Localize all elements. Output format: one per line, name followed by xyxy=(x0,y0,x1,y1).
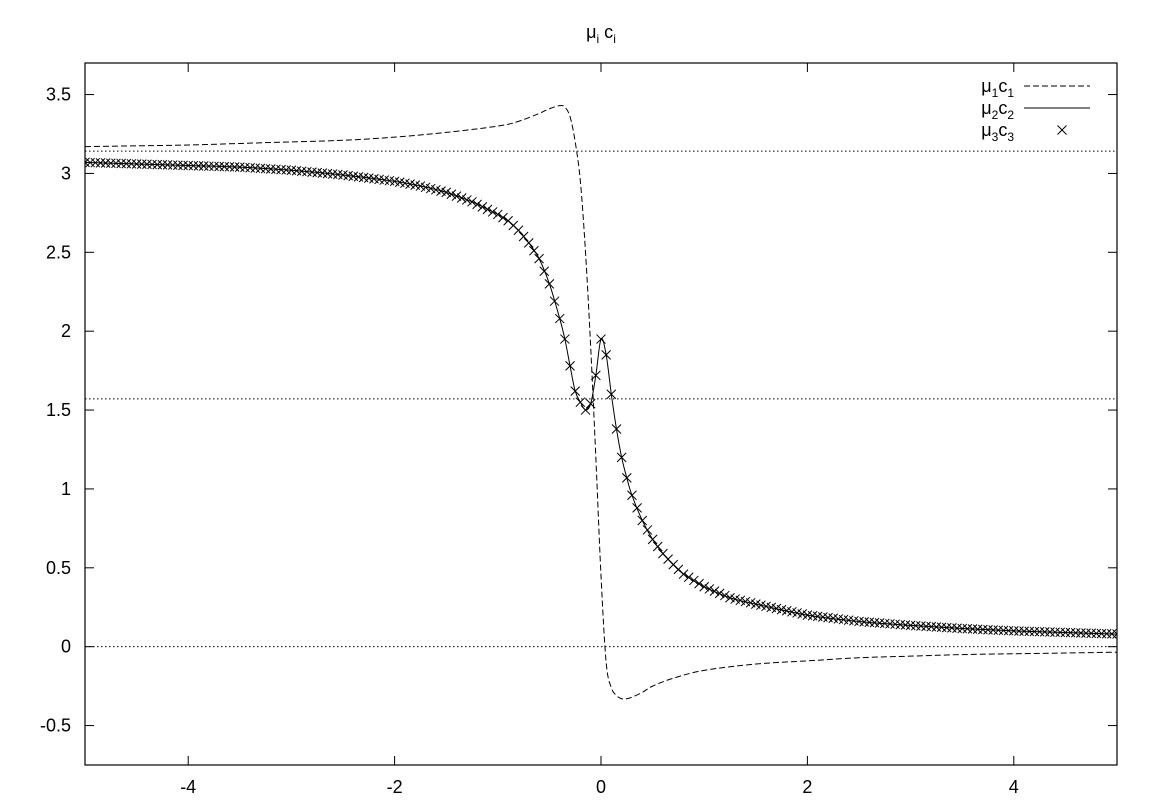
point-mu3c3 xyxy=(694,578,704,589)
point-mu3c3 xyxy=(441,187,452,198)
point-mu3c3 xyxy=(456,193,467,203)
series-mu3c3 xyxy=(85,157,1117,639)
point-mu3c3 xyxy=(611,424,622,434)
point-mu3c3 xyxy=(621,473,632,483)
point-mu3c3 xyxy=(699,581,710,592)
point-mu3c3 xyxy=(689,575,699,586)
point-mu3c3 xyxy=(549,296,560,307)
point-mu3c3 xyxy=(596,334,606,344)
y-tick-label: 1.5 xyxy=(46,400,71,420)
point-mu3c3 xyxy=(652,541,663,552)
series-line-mu1c1 xyxy=(85,104,1117,700)
point-mu3c3 xyxy=(704,584,715,594)
point-mu3c3 xyxy=(544,279,555,289)
point-mu3c3 xyxy=(709,586,720,597)
series-line-mu2c2 xyxy=(85,161,1117,635)
point-mu3c3 xyxy=(529,245,539,256)
series-layer xyxy=(85,104,1117,700)
point-mu3c3 xyxy=(451,191,462,201)
point-mu3c3 xyxy=(518,231,529,242)
point-mu3c3 xyxy=(601,349,612,360)
point-mu3c3 xyxy=(565,361,575,371)
point-mu3c3 xyxy=(487,207,498,217)
y-tick-label: 2.5 xyxy=(46,242,71,262)
x-tick-label: -2 xyxy=(387,777,403,797)
y-tick-label: 3 xyxy=(61,163,71,183)
y-tick-label: 1 xyxy=(61,479,71,499)
point-mu3c3 xyxy=(461,195,472,205)
reference-lines xyxy=(85,150,1117,648)
legend-label-mu2c2: μ2c2 xyxy=(981,98,1014,122)
point-mu3c3 xyxy=(539,266,550,277)
point-mu3c3 xyxy=(1112,629,1117,639)
point-mu3c3 xyxy=(580,405,591,415)
point-mu3c3 xyxy=(446,189,457,200)
point-mu3c3 xyxy=(498,212,508,223)
ticks: -4 -2 0 2 4 -0.5 0 0.5 1 1.5 2 2.5 3 3.5 xyxy=(40,63,1117,797)
point-mu3c3 xyxy=(627,490,637,501)
y-tick-label: -0.5 xyxy=(40,716,71,736)
point-mu3c3 xyxy=(678,569,689,579)
x-tick-label: 2 xyxy=(802,777,812,797)
point-mu3c3 xyxy=(467,196,477,207)
point-mu3c3 xyxy=(492,209,503,220)
y-tick-label: 2 xyxy=(61,321,71,341)
point-mu3c3 xyxy=(642,525,653,535)
point-mu3c3 xyxy=(585,398,596,409)
legend-sample-mu3c3 xyxy=(1057,125,1067,135)
x-tick-label: -4 xyxy=(180,777,196,797)
chart-title: μi ci xyxy=(586,22,616,46)
point-mu3c3 xyxy=(513,225,524,236)
point-mu3c3 xyxy=(683,572,694,583)
x-tick-label: 4 xyxy=(1009,777,1019,797)
y-tick-label: 0.5 xyxy=(46,558,71,578)
point-mu3c3 xyxy=(570,386,581,396)
y-tick-label: 3.5 xyxy=(46,85,71,105)
point-mu3c3 xyxy=(606,389,617,400)
point-mu3c3 xyxy=(472,199,483,210)
point-mu3c3 xyxy=(482,204,493,215)
y-tick-label: 0 xyxy=(61,637,71,657)
x-tick-label: 0 xyxy=(596,777,606,797)
point-mu3c3 xyxy=(477,202,488,212)
point-mu3c3 xyxy=(647,534,658,545)
plot-frame xyxy=(84,62,1118,766)
point-mu3c3 xyxy=(616,452,627,463)
legend-label-mu1c1: μ1c1 xyxy=(981,76,1014,100)
point-mu3c3 xyxy=(590,370,601,381)
point-mu3c3 xyxy=(637,515,648,526)
point-mu3c3 xyxy=(719,590,730,601)
legend-label-mu3c3: μ3c3 xyxy=(981,120,1014,144)
point-mu3c3 xyxy=(534,253,544,264)
point-mu3c3 xyxy=(714,588,725,599)
point-mu3c3 xyxy=(554,313,565,324)
point-mu3c3 xyxy=(560,334,570,344)
point-mu3c3 xyxy=(632,503,642,513)
point-mu3c3 xyxy=(575,397,586,408)
point-mu3c3 xyxy=(523,237,534,248)
